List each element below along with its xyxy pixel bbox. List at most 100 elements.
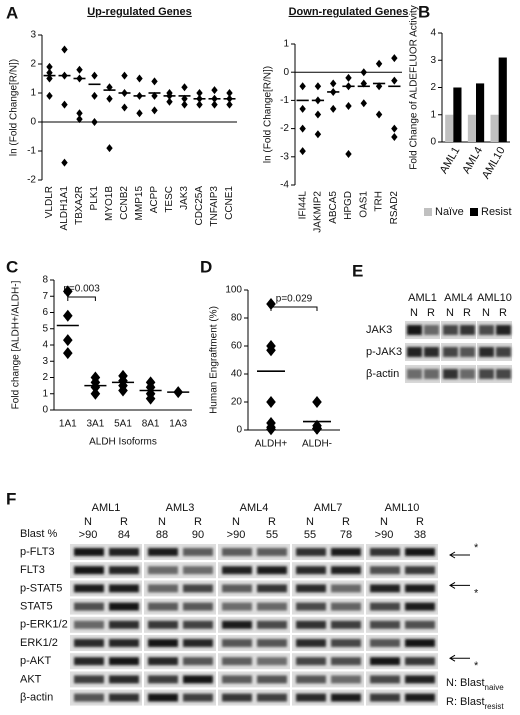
blot-band — [331, 548, 361, 556]
blot-group-label: AML1 — [92, 502, 121, 514]
data-point — [391, 124, 398, 133]
blot-band — [257, 602, 287, 611]
data-point — [121, 103, 128, 112]
blot-band — [296, 620, 326, 629]
data-point — [61, 158, 68, 167]
data-point — [314, 110, 322, 119]
data-point — [360, 79, 367, 88]
lane-label: R — [463, 307, 471, 319]
data-point — [63, 334, 73, 347]
panel-label: F — [6, 489, 16, 508]
blast-value: >90 — [227, 529, 246, 541]
y-axis-label: Human Engraftment (%) — [209, 306, 220, 414]
data-point — [106, 144, 113, 153]
blot-row-label: β-actin — [20, 692, 53, 704]
panel-label: A — [6, 3, 18, 22]
significance-bracket — [67, 296, 96, 301]
data-point — [391, 76, 398, 85]
blot-band — [74, 620, 104, 629]
blot-group-label: AML4 — [444, 292, 473, 304]
y-tick-label: 2 — [30, 59, 36, 70]
lane-label: N — [482, 307, 490, 319]
data-point — [63, 285, 73, 298]
blot-group-label: AML3 — [166, 502, 195, 514]
x-tick-label: MMP15 — [134, 186, 145, 221]
blot-band — [148, 657, 178, 666]
blot-band — [405, 675, 435, 684]
y-tick-label: 60 — [231, 341, 243, 352]
data-point — [121, 71, 128, 80]
data-point — [391, 54, 398, 63]
x-tick-label: TNFAIP3 — [209, 186, 220, 227]
data-point — [299, 147, 306, 156]
data-point — [266, 423, 276, 436]
blot-row-label: FLT3 — [20, 564, 45, 576]
blot-band — [370, 639, 400, 647]
y-tick-label: 0 — [430, 137, 436, 148]
blot-band — [296, 675, 326, 684]
data-point — [61, 100, 68, 109]
data-point — [181, 94, 188, 103]
x-tick-label: OAS1 — [358, 191, 369, 218]
blot-band — [296, 548, 326, 556]
blot-band — [405, 566, 435, 575]
x-tick-label: ALDH- — [302, 439, 332, 450]
blot-band — [331, 620, 361, 629]
blot-band — [222, 657, 252, 666]
blot-band — [257, 675, 287, 684]
data-point — [166, 97, 173, 106]
y-tick-label: 1 — [42, 388, 48, 399]
blot-row-label: p-ERK1/2 — [20, 619, 68, 631]
x-tick-label: CCNB2 — [119, 186, 130, 220]
blot-band — [257, 566, 287, 575]
data-point — [345, 73, 352, 82]
y-tick-label: -1 — [280, 95, 289, 106]
blot-row-label: ERK1/2 — [20, 637, 58, 649]
data-point — [46, 74, 53, 83]
blot-band — [370, 657, 400, 666]
blot-band — [370, 693, 400, 702]
y-tick-label: 0 — [236, 425, 242, 436]
panel-label: E — [352, 261, 363, 280]
y-tick-label: 40 — [231, 369, 243, 380]
blot-band — [296, 693, 326, 702]
legend-label: Resist — [481, 206, 512, 218]
blot-band — [257, 548, 287, 556]
data-point — [76, 115, 83, 124]
blot-band — [460, 347, 475, 357]
chart-title: Down-regulated Genes — [289, 6, 409, 18]
blot-row-label: STAT5 — [20, 601, 53, 613]
legend-prefix: R: Blast — [446, 696, 485, 708]
blast-label: Blast % — [20, 528, 58, 540]
y-tick-label: 0 — [283, 67, 289, 78]
data-point — [314, 82, 322, 91]
blot-band — [109, 548, 139, 556]
blot-band — [443, 325, 458, 335]
blot-band — [222, 602, 252, 611]
blot-group-label: AML4 — [240, 502, 269, 514]
blot-band — [257, 693, 287, 702]
y-axis-label: ln (Fold Change[R/N]) — [263, 66, 274, 163]
blot-row-label: p-JAK3 — [366, 346, 402, 358]
blot-band — [296, 657, 326, 666]
x-tick-label: 8A1 — [142, 419, 160, 430]
blot-band — [222, 693, 252, 702]
blot-band — [331, 675, 361, 684]
blot-band — [183, 602, 213, 611]
y-tick-label: 2 — [430, 82, 436, 93]
blot-band — [296, 584, 326, 593]
data-point — [375, 110, 383, 119]
data-point — [151, 106, 158, 115]
data-point — [375, 59, 383, 68]
data-point — [151, 91, 158, 100]
y-tick-label: 1 — [430, 109, 436, 120]
annotation: p=0.029 — [276, 294, 313, 305]
x-tick-label: IFI44L — [297, 191, 308, 220]
data-point — [345, 102, 352, 111]
blot-band — [296, 566, 326, 575]
x-tick-label: ACPP — [149, 186, 160, 214]
blot-band — [222, 639, 252, 647]
blast-value: 88 — [156, 529, 168, 541]
y-tick-label: -2 — [27, 175, 36, 186]
x-tick-label: 1A3 — [169, 419, 187, 430]
